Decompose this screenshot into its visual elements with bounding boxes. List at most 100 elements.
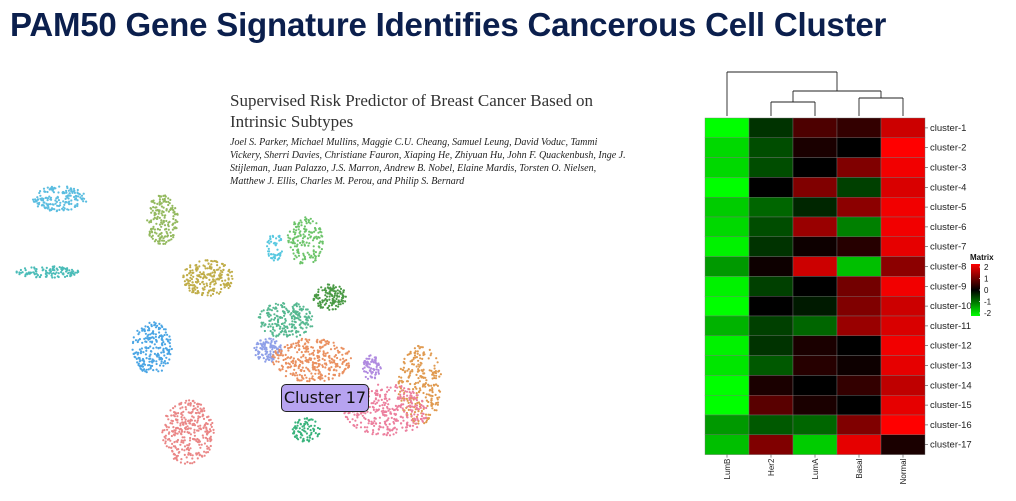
heatmap-cell-cluster-15-Her2 (748, 395, 794, 416)
heatmap-cell-cluster-15-LumB (704, 395, 750, 416)
heatmap-cell-cluster-10-Her2 (748, 295, 794, 317)
heatmap-cell-cluster-13-Basal (836, 355, 882, 376)
column-label-LumB: LumB (723, 459, 732, 480)
heatmap-cell-cluster-9-Her2 (748, 276, 794, 297)
column-label-Basal: Basal (855, 458, 864, 478)
heatmap-cell-cluster-6-LumA (792, 216, 838, 237)
heatmap-cell-cluster-10-Basal (836, 295, 882, 317)
heatmap-cell-cluster-3-LumB (704, 157, 750, 178)
heatmap-cell-cluster-9-Basal (836, 276, 882, 297)
row-label-cluster-13: cluster-13 (930, 361, 972, 372)
heatmap-cell-cluster-14-Normal (880, 375, 926, 396)
legend-tick: -2 (984, 309, 992, 318)
heatmap-cell-cluster-1-LumB (704, 117, 750, 138)
row-label-cluster-3: cluster-3 (930, 163, 966, 174)
heatmap-cell-cluster-6-Normal (880, 216, 926, 237)
heatmap-cell-cluster-2-Normal (880, 137, 926, 158)
heatmap-cell-cluster-2-LumA (792, 137, 838, 158)
heatmap-cell-cluster-17-LumB (704, 434, 750, 455)
heatmap-cell-cluster-14-LumA (792, 375, 838, 396)
umap-cluster-11 (253, 337, 283, 363)
heatmap-cell-cluster-5-LumA (792, 196, 838, 218)
row-label-cluster-15: cluster-15 (930, 400, 972, 411)
row-label-cluster-1: cluster-1 (930, 123, 966, 134)
row-label-cluster-5: cluster-5 (930, 202, 966, 213)
row-label-cluster-6: cluster-6 (930, 222, 966, 233)
heatmap-cell-cluster-10-Normal (880, 295, 926, 317)
heatmap-cell-cluster-13-Normal (880, 355, 926, 376)
heatmap-cell-cluster-8-Basal (836, 256, 882, 277)
heatmap-cell-cluster-16-LumB (704, 414, 750, 435)
heatmap-cell-cluster-7-Her2 (748, 236, 794, 257)
heatmap-cell-cluster-1-Normal (880, 117, 926, 138)
heatmap-cell-cluster-1-LumA (792, 117, 838, 138)
heatmap-cell-cluster-6-LumB (704, 216, 750, 237)
row-label-cluster-8: cluster-8 (930, 262, 966, 273)
heatmap-cell-cluster-3-LumA (792, 157, 838, 178)
pam50-heatmap: cluster-1 cluster-2 cluster-3 cluster-4 clus… (704, 71, 994, 484)
heatmap-cell-cluster-15-LumA (792, 395, 838, 416)
heatmap-cell-cluster-10-LumA (792, 295, 838, 317)
legend-title: Matrix (970, 253, 994, 262)
legend-tick: -1 (984, 298, 992, 307)
heatmap-cell-cluster-7-Normal (880, 236, 926, 257)
heatmap-cell-cluster-11-LumB (704, 315, 750, 336)
heatmap-cell-cluster-12-Normal (880, 335, 926, 356)
heatmap-cell-cluster-14-LumB (704, 375, 750, 396)
row-label-cluster-10: cluster-10 (930, 301, 972, 312)
umap-cluster-3 (146, 194, 179, 245)
umap-cluster-6 (161, 399, 215, 465)
heatmap-cell-cluster-6-Basal (836, 216, 882, 237)
heatmap-cell-cluster-17-Normal (880, 434, 926, 455)
column-label-LumA: LumA (811, 458, 820, 480)
umap-cluster-4 (182, 259, 234, 297)
legend-colorbar (971, 264, 980, 316)
umap-cluster-1 (31, 185, 88, 213)
heatmap-cell-cluster-12-LumA (792, 335, 838, 356)
heatmap-cell-cluster-12-Her2 (748, 335, 794, 356)
umap-cluster-5 (131, 321, 173, 374)
umap-cluster-14 (397, 344, 442, 425)
column-dendrogram (726, 71, 904, 116)
paper-authors: Joel S. Parker, Michael Mullins, Maggie … (230, 137, 626, 187)
heatmap-cell-cluster-17-Her2 (748, 434, 794, 455)
heatmap-cell-cluster-12-LumB (704, 335, 750, 356)
heatmap-cell-cluster-13-Her2 (748, 355, 794, 376)
heatmap-cell-cluster-16-Basal (836, 414, 882, 435)
row-label-cluster-17: cluster-17 (930, 440, 972, 451)
slide-title: PAM50 Gene Signature Identifies Cancerou… (10, 6, 887, 43)
cluster-17-callout: Cluster 17 (281, 384, 369, 412)
heatmap-cell-cluster-9-Normal (880, 276, 926, 297)
heatmap-cell-cluster-8-Her2 (748, 256, 794, 277)
heatmap-cell-cluster-11-Basal (836, 315, 882, 336)
heatmap-cell-cluster-7-LumA (792, 236, 838, 257)
heatmap-cell-cluster-17-Basal (836, 434, 882, 455)
heatmap-cell-cluster-16-Normal (880, 414, 926, 435)
umap-cluster-2 (15, 265, 80, 279)
umap-cluster-10 (257, 302, 314, 338)
row-label-cluster-7: cluster-7 (930, 242, 966, 253)
umap-cluster-12 (271, 337, 352, 383)
heatmap-cell-cluster-2-LumB (704, 137, 750, 158)
heatmap-cell-cluster-1-Basal (836, 117, 882, 138)
heatmap-cell-cluster-11-Her2 (748, 315, 794, 336)
heatmap-cell-cluster-17-LumA (792, 434, 838, 455)
row-label-cluster-11: cluster-11 (930, 321, 971, 332)
umap-scatter-plot (15, 185, 442, 465)
heatmap-cell-cluster-6-Her2 (748, 216, 794, 237)
heatmap-cell-cluster-7-LumB (704, 236, 750, 257)
heatmap-cell-cluster-15-Basal (836, 395, 882, 416)
heatmap-cell-cluster-4-Normal (880, 177, 926, 198)
legend-tick: 2 (984, 263, 989, 272)
heatmap-cell-cluster-4-Basal (836, 177, 882, 198)
heatmap-cell-cluster-5-Basal (836, 196, 882, 218)
heatmap-cell-cluster-9-LumB (704, 276, 750, 297)
row-label-cluster-9: cluster-9 (930, 281, 966, 292)
heatmap-cell-cluster-13-LumA (792, 355, 838, 376)
umap-cluster-16 (291, 417, 321, 443)
umap-cluster-13 (361, 354, 382, 380)
heatmap-cell-cluster-11-Normal (880, 315, 926, 336)
umap-cluster-8 (286, 216, 324, 265)
heatmap-cell-cluster-4-Her2 (748, 177, 794, 198)
